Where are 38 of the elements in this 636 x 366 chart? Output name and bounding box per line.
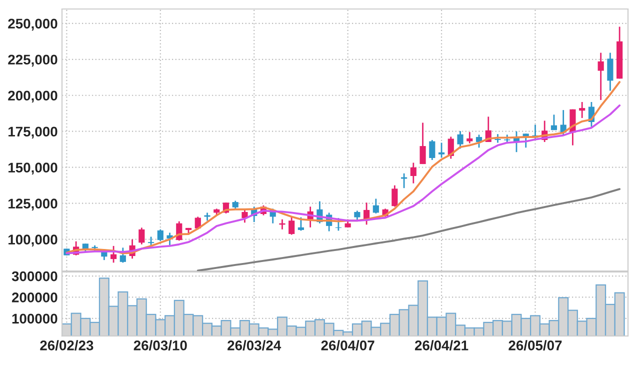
candlestick <box>148 236 154 247</box>
candlestick <box>242 209 248 224</box>
candlestick <box>354 210 360 222</box>
candlestick <box>110 245 117 264</box>
candlestick <box>420 122 426 165</box>
candlestick <box>298 216 304 232</box>
y-tick-label: 175,000 <box>8 126 58 139</box>
x-tick-label: 26/04/07 <box>321 340 374 351</box>
candlestick <box>372 198 379 214</box>
y-tick-label: 300000 <box>12 271 58 282</box>
candlestick <box>157 228 164 242</box>
candlestick <box>438 142 445 158</box>
x-tick-label: 26/04/21 <box>414 340 468 351</box>
y-tick-label: 125,000 <box>8 198 58 211</box>
candlestick <box>288 215 295 236</box>
candlestick <box>392 184 398 208</box>
candlestick <box>410 162 416 184</box>
candlestick <box>429 139 436 161</box>
x-tick-label: 26/02/23 <box>40 340 94 351</box>
candlestick <box>138 226 145 246</box>
x-tick-label: 26/03/10 <box>134 340 187 351</box>
y-tick-label: 250,000 <box>8 18 58 31</box>
candlestick <box>457 130 464 150</box>
y-tick-label: 100,000 <box>8 234 58 247</box>
y-tick-label: 100000 <box>12 314 58 324</box>
x-tick-label: 26/03/24 <box>228 340 282 351</box>
candlestick <box>607 52 614 92</box>
candlestick <box>598 52 604 101</box>
y-tick-label: 200,000 <box>8 90 58 103</box>
y-tick-label: 200000 <box>12 292 58 302</box>
candlestick <box>579 101 586 119</box>
line-series <box>196 188 621 271</box>
x-tick-label: 26/05/07 <box>508 340 562 351</box>
candlestick <box>120 246 126 264</box>
y-tick-label: 150,000 <box>8 162 58 175</box>
candlestick <box>550 114 558 131</box>
candlestick <box>466 131 473 144</box>
y-tick-label: 225,000 <box>8 54 58 67</box>
